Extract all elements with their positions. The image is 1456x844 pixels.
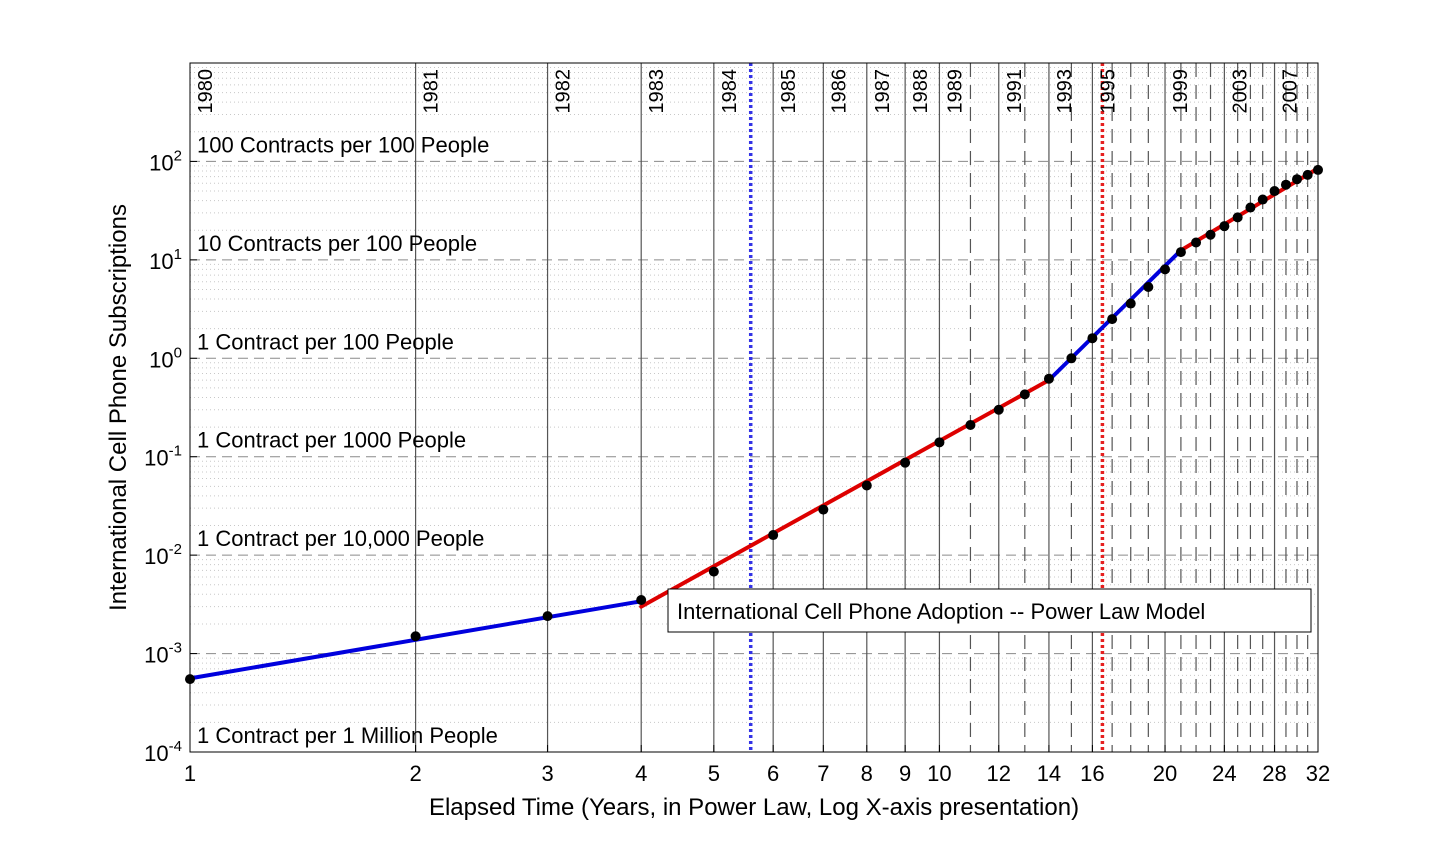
data-point	[542, 611, 553, 622]
year-label: 1995	[1097, 69, 1119, 114]
year-label: 1993	[1054, 69, 1076, 114]
data-point	[993, 404, 1004, 415]
year-labels: 1980 1981 1982 1983 1984 1985 1986 1987 1988 1989…	[195, 69, 1302, 114]
year-label: 1985	[778, 69, 800, 114]
data-point	[1291, 174, 1302, 185]
data-point	[1160, 264, 1171, 275]
data-point	[1280, 179, 1291, 190]
data-point	[1191, 237, 1202, 248]
data-point	[1087, 333, 1098, 344]
data-point	[1143, 281, 1154, 292]
data-point	[1269, 186, 1280, 197]
data-point	[1245, 202, 1256, 213]
year-label: 1988	[910, 69, 932, 114]
x-tick-label: 5	[708, 761, 720, 786]
data-points	[185, 164, 1323, 685]
data-point	[1232, 212, 1243, 223]
data-point	[636, 595, 647, 606]
year-label: 2007	[1280, 69, 1302, 114]
band-label: 100 Contracts per 100 People	[197, 132, 489, 157]
year-label: 1981	[421, 69, 443, 114]
year-label: 1989	[944, 69, 966, 114]
year-label: 1986	[828, 69, 850, 114]
data-point	[1066, 353, 1077, 364]
data-point	[1107, 314, 1118, 325]
x-tick-label: 1	[184, 761, 196, 786]
x-tick-label: 32	[1306, 761, 1330, 786]
annotation-box: International Cell Phone Adoption -- Pow…	[667, 588, 1312, 633]
band-label: 1 Contract per 10,000 People	[197, 526, 484, 551]
y-tick-label: 10-2	[144, 541, 182, 569]
data-point	[934, 437, 945, 448]
y-tick-label: 102	[149, 147, 182, 175]
y-tick-label: 10-1	[144, 443, 182, 471]
x-tick-label: 8	[861, 761, 873, 786]
year-label: 1983	[646, 69, 668, 114]
y-axis-label: International Cell Phone Subscriptions	[105, 204, 132, 611]
data-point	[1257, 194, 1268, 205]
data-point	[1302, 169, 1313, 180]
band-label: 1 Contract per 1000 People	[197, 428, 466, 453]
y-tick-label: 101	[149, 246, 182, 274]
x-tick-label: 2	[409, 761, 421, 786]
x-tick-label: 12	[987, 761, 1011, 786]
x-tick-label: 16	[1080, 761, 1104, 786]
x-tick-label: 14	[1037, 761, 1061, 786]
data-point	[900, 457, 911, 468]
x-tick-label: 6	[767, 761, 779, 786]
year-label: 1980	[195, 69, 217, 114]
data-point	[1205, 229, 1216, 240]
year-label: 1999	[1170, 69, 1192, 114]
x-tick-labels: 1 2 3 4 5 6 7 8 9 10 12 14 16 20 24 28 32	[184, 745, 1330, 786]
data-point	[965, 419, 976, 430]
data-point	[1219, 221, 1230, 232]
y-tick-label: 10-3	[144, 640, 182, 668]
year-label: 2003	[1229, 69, 1251, 114]
x-tick-label: 9	[899, 761, 911, 786]
x-axis-label: Elapsed Time (Years, in Power Law, Log X…	[429, 794, 1079, 821]
band-label: 1 Contract per 1 Million People	[197, 723, 498, 748]
year-lines	[415, 63, 1309, 752]
data-point	[818, 504, 829, 515]
vertical-markers	[748, 63, 1105, 752]
x-tick-label: 3	[541, 761, 553, 786]
year-label: 1982	[553, 69, 575, 114]
x-tick-label: 4	[635, 761, 647, 786]
x-tick-label: 7	[817, 761, 829, 786]
annotation-frame	[667, 588, 1312, 633]
data-point	[410, 631, 421, 642]
plot-frame	[189, 62, 1319, 753]
data-point	[708, 566, 719, 577]
data-point	[1043, 373, 1054, 384]
x-tick-label: 24	[1212, 761, 1236, 786]
year-label: 1987	[872, 69, 894, 114]
x-tick-label: 10	[927, 761, 951, 786]
data-point	[1019, 389, 1030, 400]
data-point	[768, 530, 779, 541]
data-point	[861, 480, 872, 491]
x-tick-label: 20	[1153, 761, 1177, 786]
data-point	[1175, 247, 1186, 258]
band-labels: 100 Contracts per 100 People 10 Contracts…	[197, 132, 498, 748]
year-label: 1984	[719, 69, 741, 114]
year-label: 1991	[1004, 69, 1026, 114]
y-tick-label: 100	[149, 344, 182, 372]
band-label: 1 Contract per 100 People	[197, 329, 454, 354]
x-tick-label: 28	[1262, 761, 1286, 786]
fit-segment	[639, 378, 1051, 609]
data-point	[1125, 298, 1136, 309]
y-tick-labels: 10-4 10-3 10-2 10-1 100 101 102	[144, 147, 197, 766]
y-tick-label: 10-4	[144, 738, 182, 766]
band-label: 10 Contracts per 100 People	[197, 231, 477, 256]
grid	[190, 67, 1318, 723]
annotation-text: International Cell Phone Adoption -- Pow…	[677, 599, 1205, 624]
